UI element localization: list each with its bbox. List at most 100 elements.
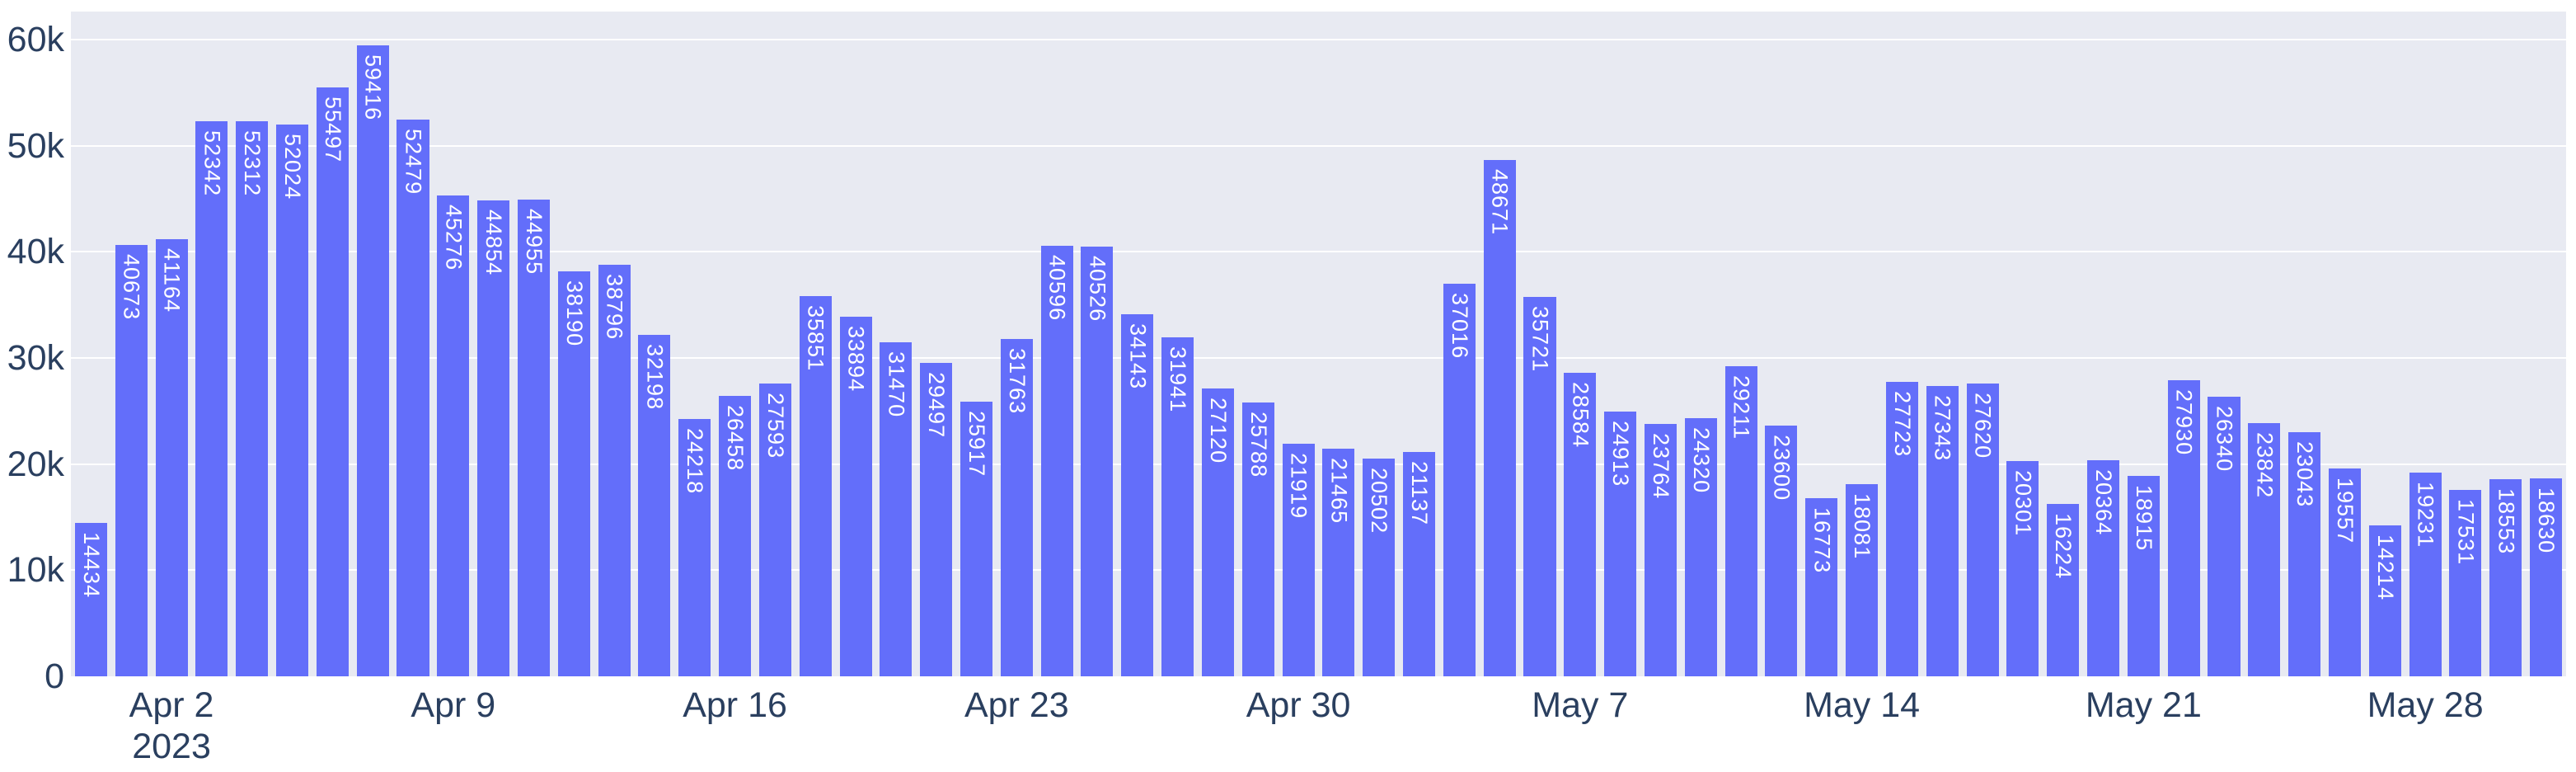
bar-value-label: 27620 <box>1970 392 1996 459</box>
bar[interactable]: 48671 <box>1483 159 1516 676</box>
bar[interactable]: 19557 <box>2328 468 2361 676</box>
bar[interactable]: 29211 <box>1724 366 1757 676</box>
bar[interactable]: 24320 <box>1684 418 1717 676</box>
bar-value-label: 14214 <box>2372 534 2398 601</box>
bar[interactable]: 27120 <box>1201 388 1234 676</box>
bar[interactable]: 52479 <box>396 119 429 676</box>
bar-value-label: 23043 <box>2292 440 2318 507</box>
x-tick-date: Apr 23 <box>964 685 1069 725</box>
y-gridline <box>71 251 2566 253</box>
x-tick-date: May 21 <box>2085 685 2202 725</box>
bar[interactable]: 34143 <box>1121 313 1154 676</box>
bar[interactable]: 25788 <box>1241 402 1274 676</box>
bar-value-label: 25917 <box>964 410 989 477</box>
y-gridline <box>71 569 2566 572</box>
bar-value-label: 16773 <box>1809 507 1835 574</box>
bar-value-label: 52342 <box>199 129 225 196</box>
bar[interactable]: 23842 <box>2248 423 2281 676</box>
bar[interactable]: 38796 <box>598 264 631 676</box>
bar[interactable]: 23043 <box>2288 431 2321 676</box>
bar[interactable]: 14214 <box>2368 525 2401 676</box>
y-axis-tick-label: 30k <box>7 337 64 378</box>
bar[interactable]: 26340 <box>2208 397 2241 676</box>
bar-value-label: 16224 <box>2051 513 2076 580</box>
bar-value-label: 21137 <box>1407 461 1433 526</box>
bar[interactable]: 16773 <box>1805 498 1838 676</box>
bar[interactable]: 27620 <box>1966 383 1999 676</box>
bar[interactable]: 37016 <box>1443 283 1476 676</box>
y-gridline <box>71 144 2566 147</box>
bar[interactable]: 52342 <box>195 120 228 676</box>
bar[interactable]: 17531 <box>2449 490 2482 676</box>
bar[interactable]: 44955 <box>517 199 550 676</box>
bar-value-label: 20502 <box>1367 468 1392 534</box>
bar-value-label: 27723 <box>1889 391 1915 458</box>
bar[interactable]: 27343 <box>1926 386 1959 676</box>
bar-value-label: 25788 <box>1246 412 1271 478</box>
bar[interactable]: 21919 <box>1282 443 1315 676</box>
bar[interactable]: 19231 <box>2409 472 2442 676</box>
bar[interactable]: 52312 <box>236 120 269 676</box>
x-axis-tick-label: Apr 9 <box>321 685 585 726</box>
bar-value-label: 21919 <box>1286 452 1311 520</box>
bar[interactable]: 25917 <box>960 401 993 676</box>
bar[interactable]: 27930 <box>2167 379 2200 676</box>
bar[interactable]: 18915 <box>2127 475 2160 676</box>
bar-value-label: 23764 <box>1648 433 1673 500</box>
bar[interactable]: 21137 <box>1403 452 1436 676</box>
x-axis-tick-label: Apr 30 <box>1166 685 1430 726</box>
bar[interactable]: 31470 <box>880 342 913 676</box>
y-axis-tick-label: 0 <box>45 657 64 696</box>
bar[interactable]: 23764 <box>1644 424 1677 676</box>
x-axis-tick-label: Apr 23 <box>884 685 1148 726</box>
bar[interactable]: 40526 <box>1081 246 1114 676</box>
bar[interactable]: 35721 <box>1523 297 1556 676</box>
bar[interactable]: 14434 <box>74 523 107 676</box>
bar[interactable]: 21465 <box>1322 448 1355 676</box>
bar-value-label: 27120 <box>1205 398 1231 464</box>
x-axis-tick-label: May 14 <box>1730 685 1994 726</box>
bar[interactable]: 27723 <box>1885 382 1918 676</box>
bar[interactable]: 31941 <box>1161 337 1194 676</box>
bar[interactable]: 59416 <box>356 45 389 676</box>
bar[interactable]: 40596 <box>1040 245 1073 676</box>
bar[interactable]: 20301 <box>2006 460 2039 676</box>
bar[interactable]: 41164 <box>155 239 188 676</box>
bar[interactable]: 29497 <box>920 363 953 676</box>
x-axis-tick-label: May 28 <box>2293 685 2557 726</box>
bar-value-label: 20364 <box>2091 468 2117 536</box>
bar[interactable]: 38190 <box>557 271 590 676</box>
bar[interactable]: 26458 <box>719 395 752 676</box>
bar[interactable]: 27593 <box>758 383 791 676</box>
bar[interactable]: 18630 <box>2530 478 2563 676</box>
x-axis-tick-label: Apr 16 <box>603 685 867 726</box>
bar[interactable]: 52024 <box>275 124 309 676</box>
bar-value-label: 44955 <box>521 208 547 275</box>
bar-value-label: 52312 <box>240 129 265 196</box>
bar[interactable]: 31763 <box>1000 339 1033 676</box>
bar-value-label: 24913 <box>1608 421 1634 487</box>
x-tick-date: Apr 9 <box>411 685 496 725</box>
bar[interactable]: 40673 <box>115 244 148 676</box>
bar-value-label: 26340 <box>2212 406 2237 473</box>
bar[interactable]: 33894 <box>839 316 872 676</box>
bar[interactable]: 24218 <box>678 419 711 676</box>
bar[interactable]: 18081 <box>1846 484 1879 676</box>
bar[interactable]: 20364 <box>2087 459 2120 676</box>
bar[interactable]: 18553 <box>2489 479 2522 676</box>
bar[interactable]: 35851 <box>799 295 832 676</box>
bar[interactable]: 20502 <box>1363 459 1396 676</box>
bar[interactable]: 32198 <box>638 334 671 676</box>
bar[interactable]: 24913 <box>1604 412 1637 676</box>
bar[interactable]: 55497 <box>316 87 349 676</box>
bar-value-label: 18915 <box>2131 484 2156 551</box>
bar[interactable]: 45276 <box>437 195 470 676</box>
bar[interactable]: 44854 <box>477 200 510 676</box>
bar[interactable]: 23600 <box>1765 426 1798 676</box>
bar[interactable]: 28584 <box>1564 373 1597 676</box>
bar[interactable]: 16224 <box>2047 504 2080 676</box>
bar-value-label: 37016 <box>1447 292 1472 359</box>
bar-value-label: 41164 <box>159 248 185 313</box>
bar-value-label: 45276 <box>441 205 467 271</box>
